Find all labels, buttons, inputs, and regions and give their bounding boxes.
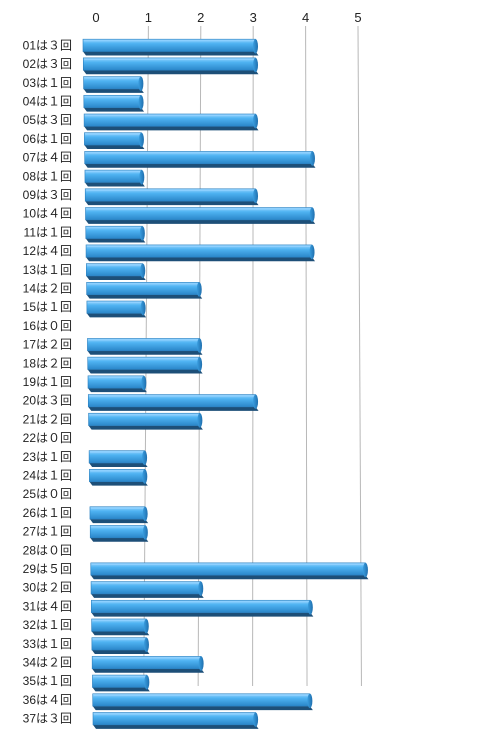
bar [83,94,145,112]
category-label: 09は３回 [23,188,72,202]
category-label: 22は０回 [23,431,72,445]
category-label: 21は２回 [23,412,72,426]
bar [92,693,313,711]
bars [82,38,369,729]
bar [83,113,259,131]
bar [86,300,147,318]
category-label: 13は１回 [23,263,72,277]
bar [84,169,145,187]
bar [92,674,150,692]
category-label: 01は３回 [23,38,72,52]
category-label: 11は１回 [24,225,72,239]
bar [91,599,314,617]
category-label: 12は４回 [23,244,72,258]
bar [87,338,203,355]
bar [91,656,205,673]
category-labels: 01は３回 02は３回 03は１回 04は１回 05は３回 06は１回 07は４回 08は１回… [23,38,72,725]
category-label: 15は１回 [23,300,72,314]
bar [92,712,259,729]
bar [84,188,259,206]
category-label: 04は１回 [23,94,72,108]
category-label: 30は２回 [23,581,72,595]
bar [89,469,148,486]
x-axis-ticks: 0 1 2 3 4 5 [92,10,361,25]
bar [89,506,149,524]
category-label: 18は２回 [23,356,72,370]
category-label: 24は１回 [23,469,72,483]
x-tick-label: 5 [354,10,361,25]
bar [91,618,150,636]
bar [84,151,316,168]
x-tick-label: 2 [197,10,204,25]
gridline-4 [305,25,308,687]
category-label: 14は２回 [23,281,72,295]
bar [87,394,259,411]
category-label: 25は０回 [23,487,72,501]
bar [83,76,144,93]
bar [90,562,369,580]
category-label: 08は１回 [23,169,72,183]
bar [89,525,149,542]
category-label: 34は２回 [23,656,72,670]
bar [85,207,316,224]
category-label: 06は１回 [23,132,72,146]
bar [90,581,204,598]
bar [87,356,203,374]
category-label: 20は３回 [23,394,72,408]
category-label: 26は１回 [23,506,72,520]
bar [82,38,259,56]
category-label: 32は１回 [23,618,72,632]
category-label: 27は１回 [23,525,72,539]
category-label: 33は１回 [23,637,72,651]
x-tick-label: 3 [250,10,257,25]
x-tick-label: 1 [145,10,152,25]
bar [88,450,148,467]
bar [86,263,146,280]
category-label: 31は４回 [23,599,72,613]
category-label: 03は１回 [23,76,72,90]
x-tick-label: 4 [302,10,309,25]
gridline-5 [357,25,362,687]
x-tick-label: 0 [92,10,99,25]
bar [86,282,203,299]
category-label: 16は０回 [23,319,72,333]
bar [87,375,147,393]
category-label: 28は０回 [23,543,72,557]
category-label: 29は５回 [23,562,72,576]
category-label: 19は１回 [23,375,72,389]
bar [91,637,150,655]
category-label: 05は３回 [23,113,72,127]
category-label: 37は３回 [23,712,72,726]
category-label: 07は４回 [23,151,72,165]
bar [84,132,145,150]
category-label: 17は２回 [23,338,72,352]
category-label: 36は４回 [23,693,72,707]
bar [85,225,146,243]
category-label: 10は４回 [23,207,72,221]
category-label: 02は３回 [23,57,72,71]
bar [88,412,203,430]
bar [85,244,316,262]
category-label: 23は１回 [23,450,72,464]
category-label: 35は１回 [23,674,72,688]
bar [82,57,259,75]
